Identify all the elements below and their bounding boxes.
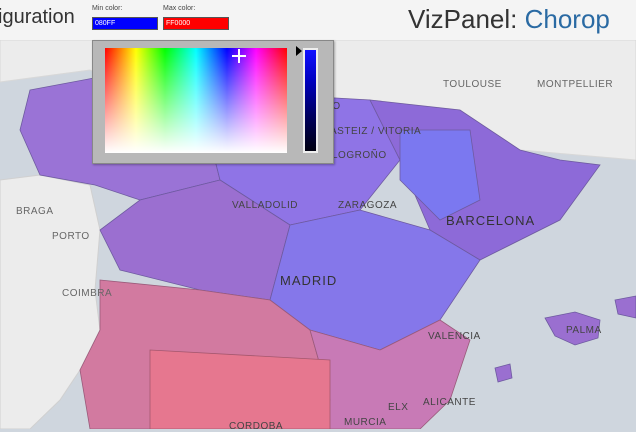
region-ibiza[interactable]: [494, 363, 513, 383]
city-label-braga: BRAGA: [16, 206, 54, 217]
color-picker-popup: [92, 40, 334, 164]
city-label-elx: ELX: [388, 402, 409, 413]
max-color-label: Max color:: [163, 5, 196, 12]
color-spectrum[interactable]: [105, 48, 287, 153]
city-label-toulouse: TOULOUSE: [443, 79, 502, 90]
min-color-label: Min color:: [92, 5, 123, 12]
region-menorca[interactable]: [614, 295, 636, 319]
brightness-slider[interactable]: [303, 48, 318, 153]
city-label-valladolid: VALLADOLID: [232, 200, 298, 211]
city-label-palma: PALMA: [566, 325, 602, 336]
city-label-alicante: ALICANTE: [423, 397, 476, 408]
city-label-zaragoza: ZARAGOZA: [338, 200, 398, 211]
max-color-field: Max color: FF0000: [163, 5, 229, 30]
region-huesca[interactable]: [399, 129, 481, 221]
vizpanel-title: VizPanel: Chorop: [408, 4, 610, 35]
region-andalucia[interactable]: [149, 349, 331, 429]
max-color-input[interactable]: FF0000: [163, 17, 229, 30]
region-mallorca[interactable]: [544, 311, 601, 346]
city-label-cordoba: CORDOBA: [229, 421, 284, 432]
city-label-murcia: MURCIA: [344, 417, 387, 428]
min-color-input[interactable]: 080FF: [92, 17, 158, 30]
city-label-coimbra: COIMBRA: [62, 288, 113, 299]
city-label-montpellier: MONTPELLIER: [537, 79, 614, 90]
vizpanel-title-prefix: VizPanel:: [408, 4, 525, 34]
vizpanel-title-suffix: Chorop: [524, 4, 610, 34]
city-label-valencia: VALENCIA: [428, 331, 481, 342]
crosshair-icon[interactable]: [232, 49, 246, 63]
slider-arrow-icon[interactable]: [296, 46, 302, 56]
header-bar: iguration Min color: 080FF Max color: FF…: [0, 0, 636, 40]
city-label-porto: PORTO: [52, 231, 90, 242]
min-color-field: Min color: 080FF: [92, 5, 158, 30]
city-label-vitoria: ASTEIZ / VITORIA: [330, 126, 422, 137]
city-label-madrid: MADRID: [280, 273, 338, 288]
city-label-barcelona: BARCELONA: [446, 213, 536, 228]
city-label-logrono: LOGROÑO: [332, 150, 387, 161]
configuration-title: iguration: [0, 6, 75, 28]
